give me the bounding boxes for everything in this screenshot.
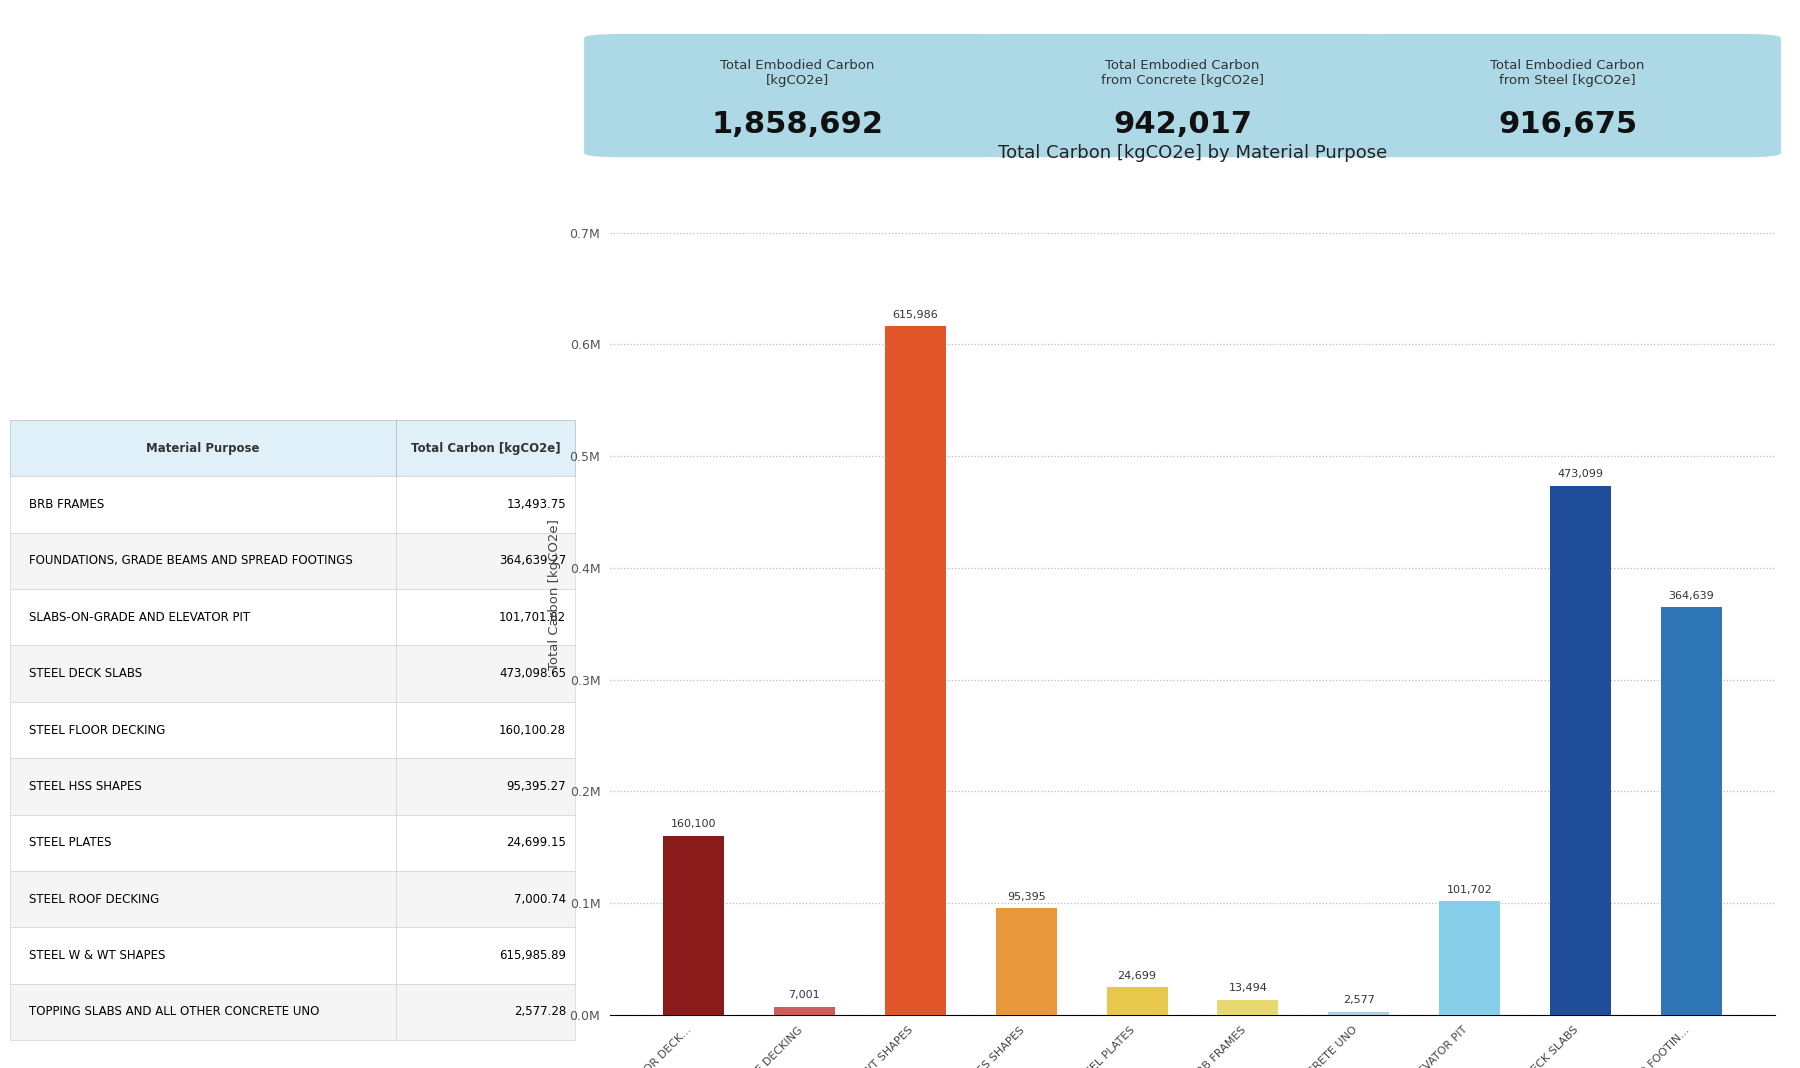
Text: 101,702: 101,702 <box>1447 884 1492 895</box>
Bar <box>1217 1000 1278 1015</box>
Text: 473,099: 473,099 <box>1557 470 1604 480</box>
Text: 160,100: 160,100 <box>671 819 716 830</box>
Text: 13,494: 13,494 <box>1229 984 1267 993</box>
Bar <box>1107 988 1168 1015</box>
Bar <box>1661 608 1723 1015</box>
Text: Total Embodied Carbon
[kgCO2e]: Total Embodied Carbon [kgCO2e] <box>720 59 875 87</box>
FancyBboxPatch shape <box>583 34 1010 157</box>
FancyBboxPatch shape <box>1354 34 1780 157</box>
Y-axis label: Total Carbon [kgCO2e]: Total Carbon [kgCO2e] <box>549 519 562 671</box>
Text: 364,639: 364,639 <box>1669 591 1714 600</box>
Text: Total Embodied Carbon
from Concrete [kgCO2e]: Total Embodied Carbon from Concrete [kgC… <box>1102 59 1264 87</box>
Text: Total Embodied Carbon
from Steel [kgCO2e]: Total Embodied Carbon from Steel [kgCO2e… <box>1490 59 1645 87</box>
Text: 7,001: 7,001 <box>788 990 821 1001</box>
Text: 1,858,692: 1,858,692 <box>711 110 884 139</box>
Text: 2,577: 2,577 <box>1343 995 1375 1005</box>
Bar <box>1440 901 1499 1015</box>
Text: 942,017: 942,017 <box>1112 110 1253 139</box>
Bar <box>1328 1012 1390 1015</box>
Bar <box>1550 486 1611 1015</box>
Bar <box>886 327 945 1015</box>
Text: 916,675: 916,675 <box>1498 110 1638 139</box>
Title: Total Carbon [kgCO2e] by Material Purpose: Total Carbon [kgCO2e] by Material Purpos… <box>997 144 1388 162</box>
Bar <box>774 1007 835 1015</box>
Bar <box>995 909 1057 1015</box>
FancyBboxPatch shape <box>968 34 1395 157</box>
Text: 24,699: 24,699 <box>1118 971 1157 980</box>
Text: 615,986: 615,986 <box>893 310 938 319</box>
Bar <box>662 836 724 1015</box>
Text: 95,395: 95,395 <box>1006 892 1046 901</box>
